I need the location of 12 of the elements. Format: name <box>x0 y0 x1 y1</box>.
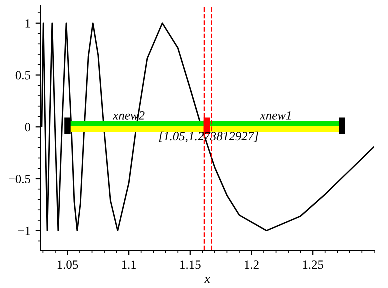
y-tick-label: 0.5 <box>16 71 31 80</box>
x-tick-label: 1.25 <box>303 260 324 270</box>
x-tick-label: 1.05 <box>58 260 78 270</box>
y-tick-label: −0.5 <box>8 175 31 184</box>
y-tick-label: −1 <box>18 226 30 236</box>
y-tick-label: 1 <box>26 19 30 28</box>
x-tick-label: 1.1 <box>122 260 136 270</box>
x-axis-title: x <box>204 277 210 284</box>
annotation: xnew1 <box>260 112 291 120</box>
y-tick-label: 0 <box>25 123 31 132</box>
x-tick-label: 1.15 <box>180 260 201 270</box>
x-tick-label: 1.2 <box>245 260 259 270</box>
